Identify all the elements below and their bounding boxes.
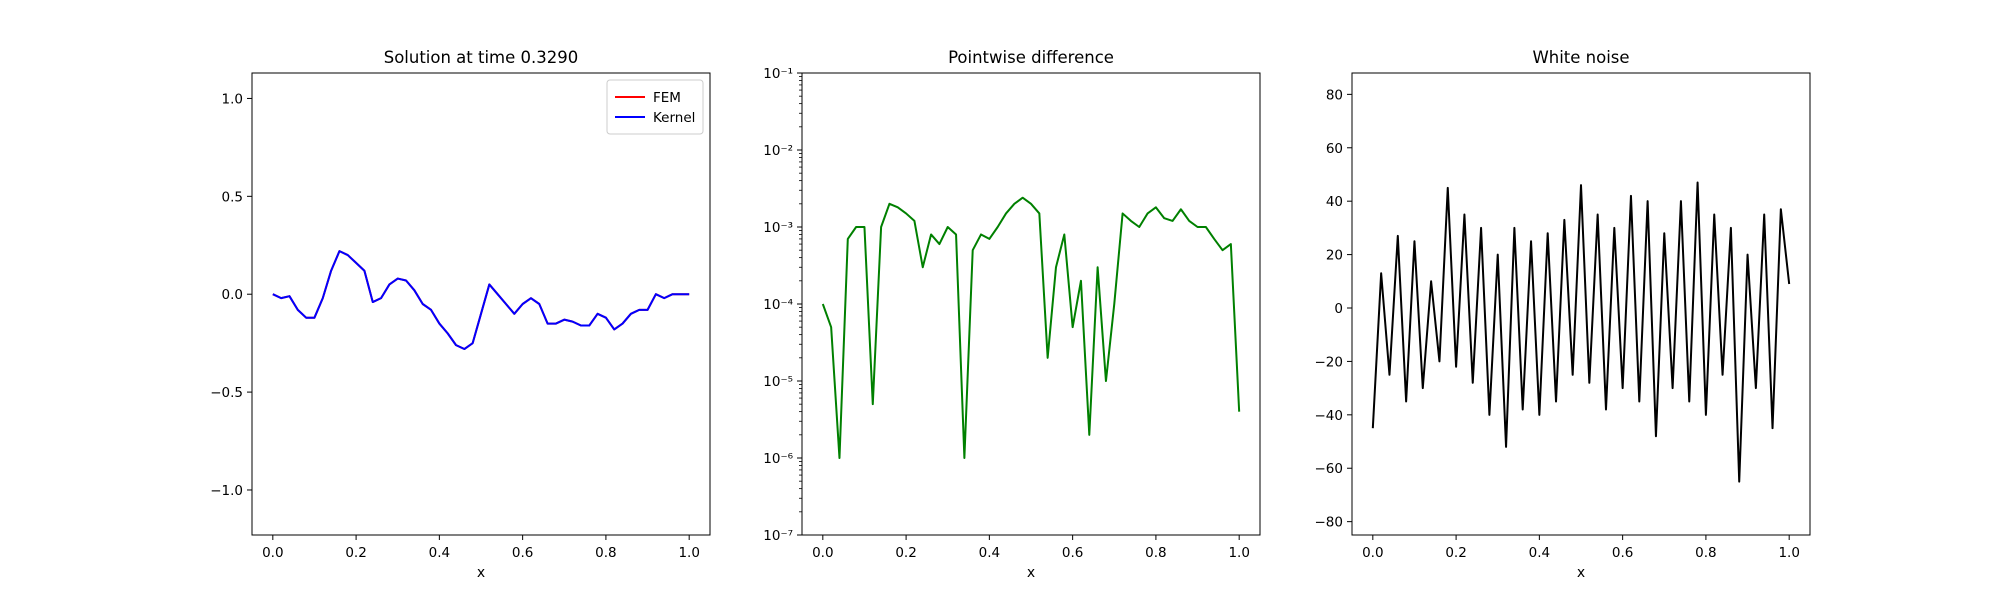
y-tick-label: −40 bbox=[1315, 408, 1344, 424]
y-tick-label: 0.0 bbox=[222, 287, 243, 303]
y-tick-label: 10⁻² bbox=[763, 143, 793, 159]
y-tick-label: 10⁻¹ bbox=[763, 66, 793, 82]
legend-label-kernel: Kernel bbox=[653, 110, 695, 126]
x-tick-label: 0.4 bbox=[429, 545, 450, 561]
y-tick-label: 0.5 bbox=[222, 189, 243, 205]
series-line-fem bbox=[272, 250, 690, 351]
y-tick-label: 10⁻⁷ bbox=[763, 528, 793, 544]
x-tick-label: 0.4 bbox=[979, 545, 1000, 561]
axes-frame bbox=[251, 72, 711, 536]
chart-panel-2: 0.0 0.2 0.4 0.6 0.8 1.0 10⁻⁷ 10⁻⁶ 10⁻⁵ 10⁻⁴ 10⁻³ 10… bbox=[763, 48, 1261, 581]
y-tick-label: 10⁻⁶ bbox=[763, 451, 793, 467]
x-tick-label: 0.4 bbox=[1529, 545, 1550, 561]
chart-panel-1: 0.0 0.2 0.4 0.6 0.8 1.0 −1.0 −0.5 0.0 0.5 1.0 Solut… bbox=[210, 48, 711, 581]
y-tick-label: −0.5 bbox=[210, 385, 243, 401]
y-tick-label: 10⁻³ bbox=[763, 220, 793, 236]
legend: FEM Kernel bbox=[606, 79, 704, 135]
x-tick-label: 0.2 bbox=[1445, 545, 1466, 561]
x-axis-label: x bbox=[1577, 565, 1585, 581]
y-tick-label: 1.0 bbox=[222, 91, 243, 107]
x-tick-label: 0.2 bbox=[895, 545, 916, 561]
y-tick-label: 10⁻⁵ bbox=[763, 374, 793, 390]
series-line-kernel bbox=[272, 250, 690, 351]
y-tick-label: 40 bbox=[1326, 194, 1343, 210]
y-tick-label: −60 bbox=[1315, 461, 1344, 477]
axes-frame bbox=[1351, 72, 1811, 536]
series-line-1 bbox=[1371, 181, 1791, 483]
y-tick-label: 20 bbox=[1326, 248, 1343, 264]
legend-box bbox=[606, 79, 704, 135]
chart-title: Pointwise difference bbox=[948, 48, 1114, 67]
x-tick-label: 1.0 bbox=[1228, 545, 1249, 561]
chart-title: Solution at time 0.3290 bbox=[384, 48, 579, 67]
x-tick-label: 0.6 bbox=[1062, 545, 1083, 561]
x-tick-label: 1.0 bbox=[678, 545, 699, 561]
chart-title: White noise bbox=[1532, 48, 1629, 67]
legend-label-fem: FEM bbox=[653, 90, 681, 106]
y-tick-label: −80 bbox=[1315, 515, 1344, 531]
y-tick-label: 60 bbox=[1326, 141, 1343, 157]
series-line-1 bbox=[821, 196, 1241, 459]
x-tick-label: 0.0 bbox=[1362, 545, 1383, 561]
x-tick-label: 1.0 bbox=[1778, 545, 1799, 561]
x-tick-label: 0.8 bbox=[1145, 545, 1166, 561]
y-tick-label: 10⁻⁴ bbox=[763, 297, 793, 313]
x-tick-label: 0.6 bbox=[1612, 545, 1633, 561]
y-tick-label: −20 bbox=[1315, 354, 1344, 370]
x-tick-label: 0.6 bbox=[512, 545, 533, 561]
y-tick-label: 0 bbox=[1334, 301, 1343, 317]
y-tick-label: −1.0 bbox=[210, 483, 243, 499]
chart-panel-3: 0.0 0.2 0.4 0.6 0.8 1.0 −80 −60 −40 −20 0 20 40 60 80 W… bbox=[1315, 48, 1811, 581]
x-axis-label: x bbox=[477, 565, 485, 581]
x-tick-label: 0.8 bbox=[1695, 545, 1716, 561]
x-axis-label: x bbox=[1027, 565, 1035, 581]
x-tick-label: 0.0 bbox=[262, 545, 283, 561]
x-tick-label: 0.8 bbox=[595, 545, 616, 561]
y-tick-label: 80 bbox=[1326, 87, 1343, 103]
x-tick-label: 0.2 bbox=[345, 545, 366, 561]
axes-frame bbox=[801, 72, 1261, 536]
x-tick-label: 0.0 bbox=[812, 545, 833, 561]
